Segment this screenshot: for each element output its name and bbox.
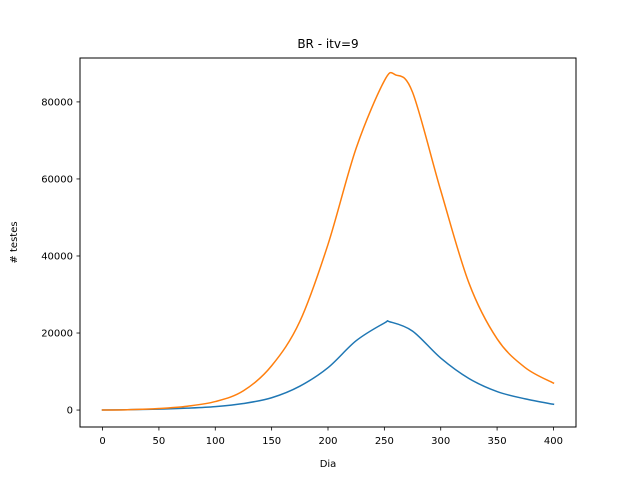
series-line-1	[101, 319, 555, 411]
y-tick-label: 20000	[41, 329, 73, 340]
y-tick-label: 60000	[41, 174, 73, 185]
series-line-2	[101, 71, 555, 411]
y-tick-label: 0	[67, 406, 73, 417]
x-tick-label: 350	[488, 436, 507, 447]
x-tick-label: 300	[431, 436, 450, 447]
x-tick-label: 200	[318, 436, 337, 447]
series-layer	[101, 71, 555, 411]
x-tick-label: 100	[206, 436, 225, 447]
x-tick-label: 150	[262, 436, 281, 447]
y-tick-label: 80000	[41, 97, 73, 108]
plot-frame	[79, 57, 577, 428]
y-axis-label: # testes	[9, 221, 20, 263]
y-axis-ticks: 0 20000 40000 60000 80000	[41, 97, 80, 417]
x-axis-ticks: 0 50 100 150 200 250 300 350 400	[99, 427, 563, 447]
x-tick-label: 250	[375, 436, 394, 447]
y-tick-label: 40000	[41, 251, 73, 262]
chart-title: BR - itv=9	[297, 37, 358, 51]
x-axis-label: Dia	[320, 459, 337, 470]
x-tick-label: 0	[99, 436, 105, 447]
x-tick-label: 50	[153, 436, 166, 447]
x-tick-label: 400	[544, 436, 563, 447]
